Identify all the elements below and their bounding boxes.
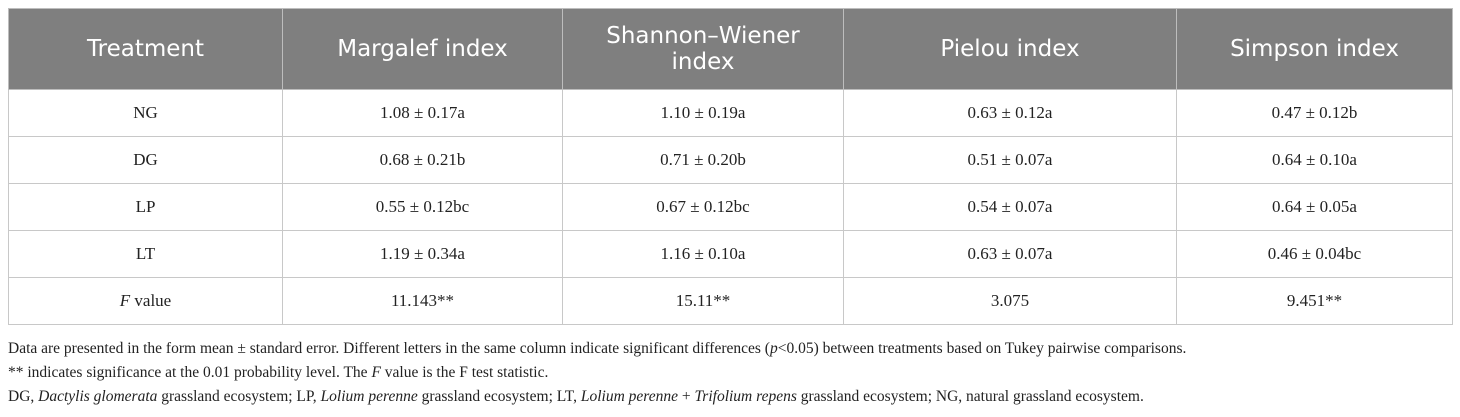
text-run: grassland ecosystem; LT, bbox=[417, 388, 581, 405]
text-run: DG, bbox=[8, 388, 39, 405]
text-run: Data are presented in the form mean ± st… bbox=[8, 340, 770, 357]
text-run: grassland ecosystem; NG, natural grassla… bbox=[796, 388, 1144, 405]
table-cell: NG bbox=[8, 89, 283, 137]
table-row: DG 0.68 ± 0.21b 0.71 ± 0.20b 0.51 ± 0.07a 0.… bbox=[8, 136, 1453, 184]
table-cell: 0.68 ± 0.21b bbox=[282, 136, 563, 184]
table-body: NG 1.08 ± 0.17a 1.10 ± 0.19a 0.63 ± 0.12a 0.… bbox=[8, 89, 1453, 325]
header-text: Pielou index bbox=[940, 36, 1080, 62]
table-cell: 15.11** bbox=[562, 277, 844, 325]
table-cell: 0.46 ± 0.04bc bbox=[1176, 230, 1453, 278]
table-cell: DG bbox=[8, 136, 283, 184]
table-cell: 1.16 ± 0.10a bbox=[562, 230, 844, 278]
header-cell: Simpson index bbox=[1176, 8, 1453, 90]
table-cell: 0.67 ± 0.12bc bbox=[562, 183, 844, 231]
text-run: <0.05) between treatments based on Tukey… bbox=[777, 340, 1187, 357]
header-text: Treatment bbox=[86, 36, 205, 62]
table: Treatment Margalef index Shannon–Wiener in… bbox=[8, 8, 1453, 325]
text-run: F bbox=[119, 291, 131, 310]
table-cell: 11.143** bbox=[282, 277, 563, 325]
text-run: ** indicates significance at the 0.01 pr… bbox=[8, 364, 372, 381]
header-cell: Pielou index bbox=[843, 8, 1177, 90]
table-cell: 0.64 ± 0.05a bbox=[1176, 183, 1453, 231]
table-cell: 0.63 ± 0.07a bbox=[843, 230, 1177, 278]
table-cell: 9.451** bbox=[1176, 277, 1453, 325]
text-run: value bbox=[130, 291, 172, 310]
text-run: + bbox=[678, 388, 695, 405]
table-cell: 0.51 ± 0.07a bbox=[843, 136, 1177, 184]
header-text: Simpson index bbox=[1230, 36, 1399, 62]
text-run: grassland ecosystem; LP, bbox=[157, 388, 321, 405]
footnote: DG, Dactylis glomerata grassland ecosyst… bbox=[8, 387, 1452, 407]
table-cell: 0.47 ± 0.12b bbox=[1176, 89, 1453, 137]
header-text: Margalef index bbox=[337, 36, 508, 62]
text-run: value is the F test statistic. bbox=[380, 364, 549, 381]
table-cell: 3.075 bbox=[843, 277, 1177, 325]
header-text: Shannon–Wiener index bbox=[606, 23, 800, 75]
footnotes: Data are presented in the form mean ± st… bbox=[8, 339, 1452, 407]
text-run: p bbox=[769, 340, 778, 357]
text-run: Lolium perenne bbox=[320, 388, 418, 405]
table-cell: F value bbox=[8, 277, 283, 325]
header-cell: Margalef index bbox=[282, 8, 563, 90]
table-cell: LT bbox=[8, 230, 283, 278]
header-cell: Shannon–Wiener index bbox=[562, 8, 844, 90]
header-row: Treatment Margalef index Shannon–Wiener in… bbox=[8, 8, 1453, 90]
footnote: ** indicates significance at the 0.01 pr… bbox=[8, 363, 1452, 383]
table-cell: 0.55 ± 0.12bc bbox=[282, 183, 563, 231]
table-cell: 0.64 ± 0.10a bbox=[1176, 136, 1453, 184]
table-head: Treatment Margalef index Shannon–Wiener in… bbox=[8, 8, 1453, 90]
table-container: Treatment Margalef index Shannon–Wiener in… bbox=[8, 8, 1453, 411]
footnote: Data are presented in the form mean ± st… bbox=[8, 339, 1452, 359]
table-row: LP 0.55 ± 0.12bc 0.67 ± 0.12bc 0.54 ± 0.07a… bbox=[8, 183, 1453, 231]
text-run: Dactylis glomerata bbox=[38, 388, 158, 405]
table-cell: 0.63 ± 0.12a bbox=[843, 89, 1177, 137]
text-run: Trifolium repens bbox=[694, 388, 797, 405]
table-cell: LP bbox=[8, 183, 283, 231]
table-row: LT 1.19 ± 0.34a 1.16 ± 0.10a 0.63 ± 0.07a 0.… bbox=[8, 230, 1453, 278]
table-cell: 0.54 ± 0.07a bbox=[843, 183, 1177, 231]
table-cell: 1.08 ± 0.17a bbox=[282, 89, 563, 137]
table-cell: 1.19 ± 0.34a bbox=[282, 230, 563, 278]
table-row: NG 1.08 ± 0.17a 1.10 ± 0.19a 0.63 ± 0.12a 0.… bbox=[8, 89, 1453, 137]
table-cell: 1.10 ± 0.19a bbox=[562, 89, 844, 137]
table-row: F value 11.143** 15.11** 3.075 9.451** bbox=[8, 277, 1453, 325]
table-cell: 0.71 ± 0.20b bbox=[562, 136, 844, 184]
text-run: Lolium perenne bbox=[580, 388, 679, 405]
text-run: F bbox=[371, 364, 381, 381]
header-cell: Treatment bbox=[8, 8, 283, 90]
